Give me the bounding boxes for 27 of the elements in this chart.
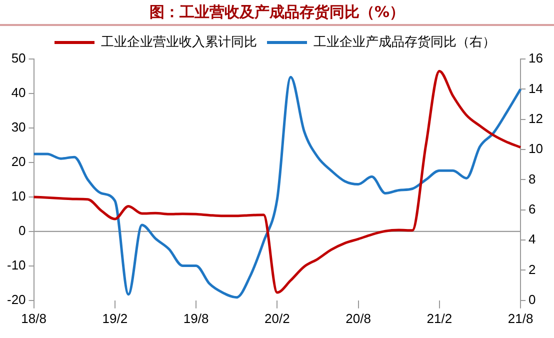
- x-tick-label: 18/8: [21, 310, 46, 326]
- x-tick-label: 19/8: [183, 310, 209, 326]
- y2-tick-label: 12: [528, 110, 544, 126]
- y-tick-label: 50: [11, 50, 26, 66]
- x-tick-label: 21/8: [508, 310, 534, 326]
- x-tick-label: 21/2: [426, 310, 452, 326]
- y-tick-label: 40: [11, 85, 26, 100]
- y-tick-label: 20: [11, 154, 26, 170]
- x-tick-label: 20/2: [264, 310, 290, 326]
- y2-tick-label: 4: [528, 232, 536, 247]
- y-tick-label: -20: [6, 292, 26, 307]
- y-tick-label: 10: [11, 188, 26, 204]
- legend-label: 工业企业产成品存货同比（右）: [314, 34, 496, 50]
- y2-tick-label: 0: [528, 292, 536, 307]
- y2-tick-label: 16: [528, 50, 544, 66]
- y-tick-label: -10: [6, 257, 26, 272]
- x-tick-label: 19/2: [102, 310, 128, 326]
- y2-tick-label: 14: [528, 80, 544, 96]
- y-tick-label: 30: [11, 120, 26, 135]
- legend-label: 工业企业营业收入累计同比: [101, 34, 257, 50]
- y2-tick-label: 10: [528, 141, 544, 156]
- y2-tick-label: 8: [528, 171, 536, 186]
- x-tick-label: 20/8: [346, 310, 371, 326]
- y2-tick-label: 6: [528, 201, 536, 216]
- chart-title: 图：工业营收及产成品存货同比（%）: [0, 0, 554, 26]
- y-tick-label: 0: [18, 223, 26, 238]
- y2-tick-label: 2: [528, 262, 536, 277]
